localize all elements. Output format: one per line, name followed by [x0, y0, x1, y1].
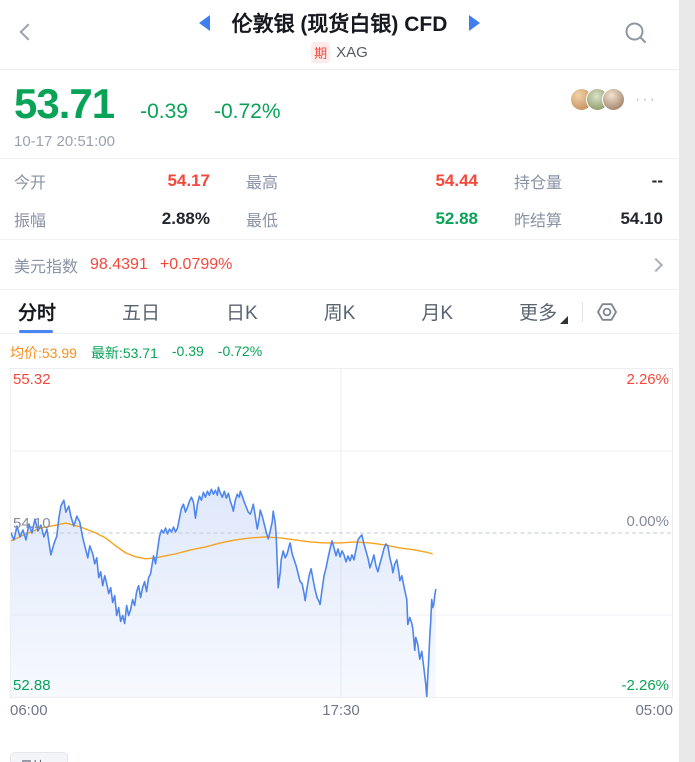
legend-last: 最新:53.71 -0.39 -0.72%	[90, 343, 263, 361]
last-price: 53.71	[14, 80, 115, 127]
chart-legend: 均价:53.99 最新:53.71 -0.39 -0.72%	[0, 334, 679, 368]
usd-index-value: 98.4391	[90, 255, 148, 273]
prev-instrument-icon[interactable]	[198, 15, 210, 31]
stat-prev-settlement: 昨结算 54.10	[514, 209, 663, 230]
stat-amplitude: 振幅 2.88%	[14, 209, 210, 230]
stats-grid: 今开 54.17 最高 54.44 持仓量 -- 振幅 2.88% 最低 52.…	[0, 158, 679, 239]
price-change: -0.39	[140, 100, 188, 123]
tab-five-day[interactable]: 五日	[122, 303, 161, 324]
legend-average: 均价:53.99	[10, 345, 77, 361]
x-axis: 06:00 17:30 05:00	[10, 698, 673, 724]
tab-minute[interactable]: 分时	[18, 290, 56, 333]
social-cluster[interactable]: ···	[570, 88, 657, 111]
y-axis-mid-price: 54.10	[13, 515, 51, 532]
y-axis-top-percent: 2.26%	[626, 371, 669, 388]
period-tabbar: 分时 五日 日K 周K 月K 更多	[0, 289, 679, 334]
quote-timestamp: 10-17 20:51:00	[14, 133, 115, 150]
tab-weekly-k[interactable]: 周K	[323, 303, 356, 324]
y-axis-bottom-percent: -2.26%	[621, 677, 669, 694]
header: 伦敦银 (现货白银) CFD 期 XAG	[0, 0, 679, 70]
x-tick-close: 05:00	[635, 702, 673, 719]
symbol-label: XAG	[336, 44, 368, 61]
stat-open: 今开 54.17	[14, 171, 210, 192]
title-block: 伦敦银 (现货白银) CFD 期 XAG	[0, 8, 679, 63]
tab-monthly-k[interactable]: 月K	[421, 303, 454, 324]
y-axis-top-price: 55.32	[13, 371, 51, 388]
usd-index-row[interactable]: 美元指数 98.4391 +0.0799%	[0, 239, 679, 289]
quote-section: 53.71 -0.39 -0.72% 10-17 20:51:00 ···	[0, 70, 679, 158]
tab-daily-k[interactable]: 日K	[226, 303, 258, 324]
volume-ratio-button[interactable]: 量比	[10, 752, 69, 762]
y-axis-mid-percent: 0.00%	[626, 513, 669, 530]
usd-index-label: 美元指数	[14, 258, 79, 276]
stat-high: 最高 54.44	[246, 171, 478, 192]
intraday-chart[interactable]: 55.32 2.26% 54.10 0.00% 52.88 -2.26%	[10, 368, 673, 698]
x-tick-mid: 17:30	[322, 702, 360, 719]
next-instrument-icon[interactable]	[469, 15, 481, 31]
search-icon	[625, 22, 646, 43]
gear-icon	[597, 302, 618, 321]
chart-settings-button[interactable]	[595, 300, 619, 324]
chart-canvas	[11, 369, 672, 697]
stat-low: 最低 52.88	[246, 209, 478, 230]
futures-badge: 期	[311, 42, 331, 63]
page-title: 伦敦银 (现货白银) CFD	[231, 13, 448, 36]
more-users-button[interactable]: ···	[635, 90, 657, 108]
caret-down-icon	[560, 316, 569, 324]
quote-page: 伦敦银 (现货白银) CFD 期 XAG 53.71 -0.39 -0.72% …	[0, 0, 679, 762]
stat-open-interest: 持仓量 --	[514, 171, 663, 192]
tab-more[interactable]: 更多	[519, 298, 569, 325]
usd-index-change: +0.0799%	[159, 255, 233, 273]
search-button[interactable]	[623, 20, 649, 51]
chevron-right-icon	[648, 257, 664, 272]
divider	[582, 301, 584, 322]
y-axis-bottom-price: 52.88	[13, 677, 51, 694]
avatar	[602, 88, 626, 111]
x-tick-open: 06:00	[10, 702, 48, 719]
price-change-percent: -0.72%	[213, 100, 281, 123]
